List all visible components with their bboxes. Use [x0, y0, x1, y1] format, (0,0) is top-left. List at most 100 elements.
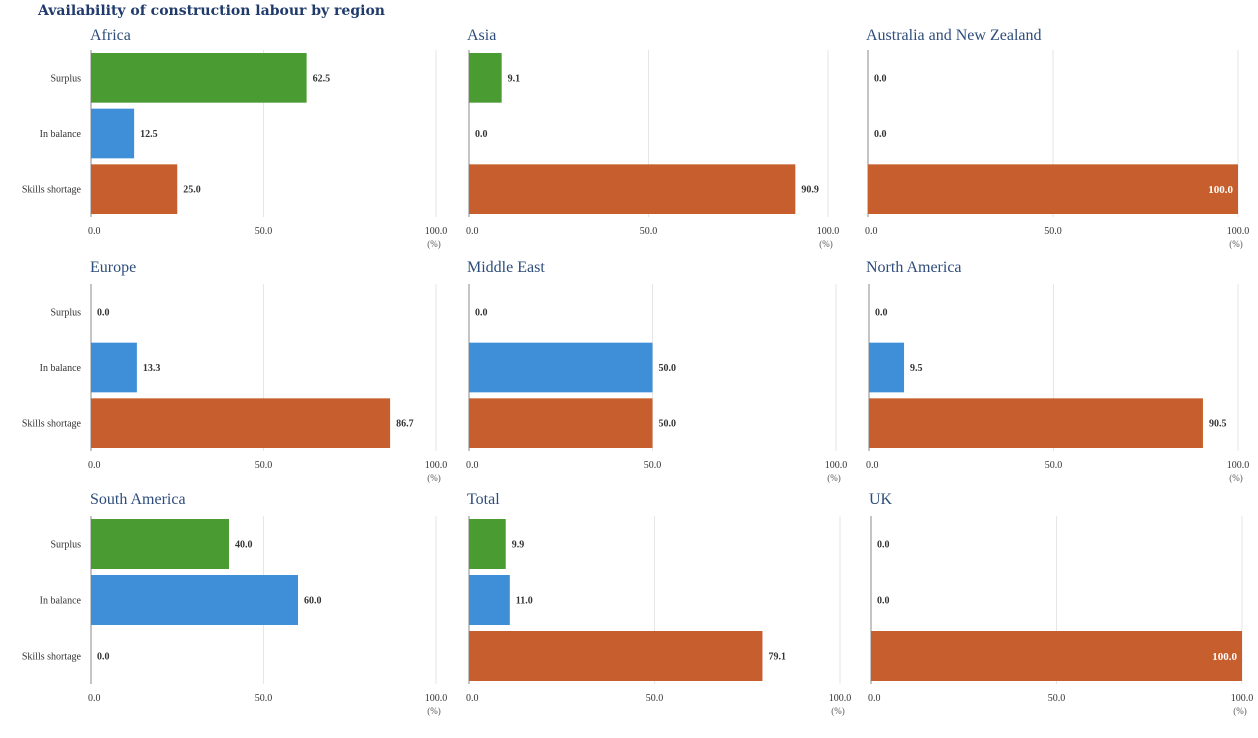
- data-label: 12.5: [140, 129, 158, 140]
- axis-unit-label: (%): [427, 473, 441, 483]
- bar-skills-shortage: [869, 398, 1203, 448]
- category-label: Surplus: [50, 307, 81, 318]
- chart-panel: Middle East 0.0 50.0 50.0 0.0 50.0 100.0 (%): [466, 259, 847, 483]
- tick-label: 0.0: [865, 226, 878, 237]
- data-label: 0.0: [877, 596, 890, 607]
- bar-surplus: [469, 519, 506, 569]
- chart-panel: Europe Surplus 0.0 In balance 13.3 Skills sho…: [22, 259, 447, 483]
- bar-skills-shortage: [871, 631, 1242, 681]
- category-label: In balance: [40, 129, 82, 140]
- data-label: 0.0: [875, 307, 888, 318]
- chart-title: Total: [467, 491, 500, 508]
- bar-skills-shortage: [469, 164, 796, 214]
- tick-label: 0.0: [88, 460, 101, 471]
- chart-title: Europe: [90, 259, 136, 276]
- bar-surplus: [91, 53, 307, 103]
- tick-label: 50.0: [640, 226, 658, 237]
- category-label: Skills shortage: [22, 652, 82, 663]
- bar-skills-shortage: [469, 398, 653, 448]
- bar-in-balance: [869, 342, 905, 393]
- data-label: 60.0: [304, 596, 322, 607]
- category-label: Surplus: [50, 73, 81, 84]
- tick-label: 100.0: [425, 226, 448, 237]
- tick-label: 0.0: [88, 693, 101, 704]
- tick-label: 0.0: [466, 460, 479, 471]
- data-label: 90.5: [1209, 419, 1227, 430]
- tick-label: 100.0: [817, 226, 840, 237]
- chart-panel: Australia and New Zealand 0.0 0.0 100.0 0.0 5…: [865, 27, 1249, 249]
- data-label: 9.5: [910, 363, 923, 374]
- bar-in-balance: [91, 575, 298, 625]
- axis-unit-label: (%): [1229, 473, 1243, 483]
- tick-label: 100.0: [1231, 693, 1254, 704]
- data-label: 25.0: [183, 185, 201, 196]
- tick-label: 100.0: [1227, 460, 1250, 471]
- chart-title: Middle East: [467, 259, 545, 276]
- bar-in-balance: [91, 342, 137, 393]
- tick-label: 0.0: [466, 693, 479, 704]
- data-label: 13.3: [143, 363, 161, 374]
- data-label: 0.0: [97, 307, 110, 318]
- tick-label: 50.0: [646, 693, 664, 704]
- data-label: 0.0: [874, 73, 887, 84]
- chart-title: Asia: [467, 27, 496, 44]
- category-label: In balance: [40, 596, 82, 607]
- data-label: 0.0: [475, 129, 488, 140]
- chart-panel: Africa Surplus 62.5 In balance 12.5 Skills sh…: [22, 27, 447, 249]
- tick-label: 50.0: [1048, 693, 1066, 704]
- bar-in-balance: [91, 108, 135, 159]
- category-label: Skills shortage: [22, 419, 82, 430]
- chart-panel: North America 0.0 9.5 90.5 0.0 50.0 100.0 (%): [866, 259, 1249, 483]
- tick-label: 50.0: [1044, 226, 1062, 237]
- tick-label: 50.0: [644, 460, 662, 471]
- bar-surplus: [91, 519, 229, 569]
- data-label: 86.7: [396, 419, 414, 430]
- data-label: 0.0: [874, 129, 887, 140]
- tick-label: 0.0: [88, 226, 101, 237]
- data-label: 11.0: [516, 596, 533, 607]
- chart-title: South America: [90, 491, 186, 508]
- bar-skills-shortage: [868, 164, 1238, 214]
- tick-label: 0.0: [866, 460, 879, 471]
- bar-in-balance: [469, 342, 653, 393]
- axis-unit-label: (%): [819, 239, 833, 249]
- bar-surplus: [469, 53, 502, 103]
- data-label: 0.0: [475, 307, 488, 318]
- axis-unit-label: (%): [1233, 706, 1247, 716]
- page-title: Availability of construction labour by r…: [38, 3, 385, 19]
- tick-label: 50.0: [255, 460, 273, 471]
- chart-panel: South America Surplus 40.0 In balance 60.0 Sk…: [22, 491, 447, 716]
- tick-label: 0.0: [868, 693, 881, 704]
- axis-unit-label: (%): [831, 706, 845, 716]
- axis-unit-label: (%): [427, 706, 441, 716]
- tick-label: 50.0: [1045, 460, 1063, 471]
- tick-label: 50.0: [255, 226, 273, 237]
- tick-label: 50.0: [255, 693, 273, 704]
- tick-label: 100.0: [829, 693, 852, 704]
- axis-unit-label: (%): [1229, 239, 1243, 249]
- bar-skills-shortage: [91, 164, 178, 214]
- chart-title: Australia and New Zealand: [866, 27, 1041, 44]
- chart-title: Africa: [90, 27, 131, 44]
- data-label: 40.0: [235, 540, 253, 551]
- bar-skills-shortage: [469, 631, 763, 681]
- chart-title: North America: [866, 259, 962, 276]
- data-label: 79.1: [768, 652, 786, 663]
- chart-panel: Asia 9.1 0.0 90.9 0.0 50.0 100.0 (%): [466, 27, 839, 249]
- tick-label: 100.0: [425, 460, 448, 471]
- data-label: 9.9: [512, 540, 525, 551]
- bar-in-balance: [469, 575, 510, 625]
- tick-label: 0.0: [466, 226, 479, 237]
- data-label: 50.0: [659, 419, 677, 430]
- data-label: 62.5: [313, 73, 331, 84]
- axis-unit-label: (%): [427, 239, 441, 249]
- category-label: Surplus: [50, 540, 81, 551]
- chart-panel: Total 9.9 11.0 79.1 0.0 50.0 100.0 (%): [466, 491, 851, 716]
- tick-label: 100.0: [425, 693, 448, 704]
- data-label: 100.0: [1208, 184, 1233, 196]
- data-label: 100.0: [1212, 651, 1237, 663]
- chart-title: UK: [869, 491, 893, 508]
- category-label: In balance: [40, 363, 82, 374]
- data-label: 0.0: [877, 540, 890, 551]
